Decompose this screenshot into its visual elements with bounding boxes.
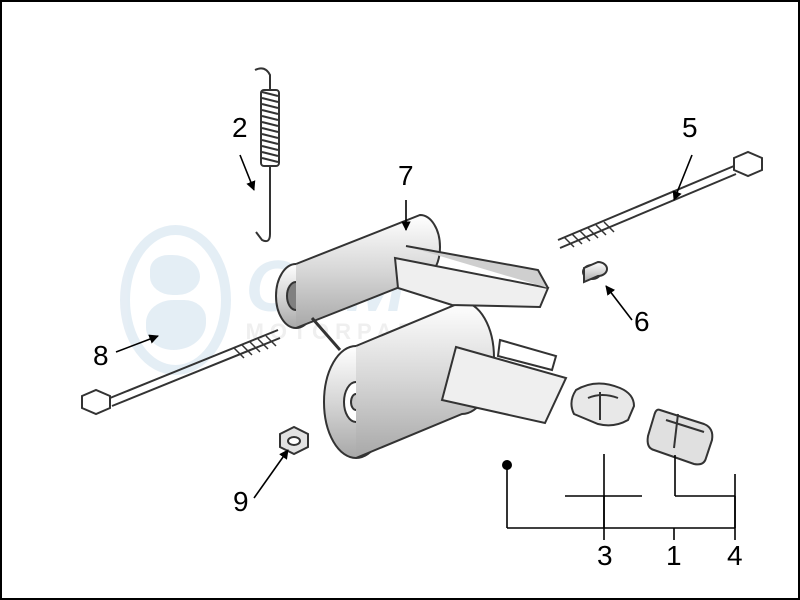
part-pad-3 [571,383,634,425]
part-bolt-8 [82,330,280,414]
part-swingarm [276,215,566,458]
callout-2: 2 [232,112,248,144]
part-nut-9 [280,427,308,454]
group-dot [502,460,512,470]
callout-8: 8 [93,340,109,372]
callout-7: 7 [398,160,414,192]
callout-6: 6 [634,306,650,338]
part-bolt-5 [558,152,762,248]
callout-1: 1 [666,540,682,572]
callout-9: 9 [233,486,249,518]
callout-3: 3 [597,540,613,572]
part-spring [255,68,279,241]
part-spacer-6 [583,262,607,282]
callout-5: 5 [682,112,698,144]
exploded-diagram [0,0,800,600]
bracket-lines [507,454,735,540]
part-pad-4 [648,410,713,465]
callout-4: 4 [727,540,743,572]
